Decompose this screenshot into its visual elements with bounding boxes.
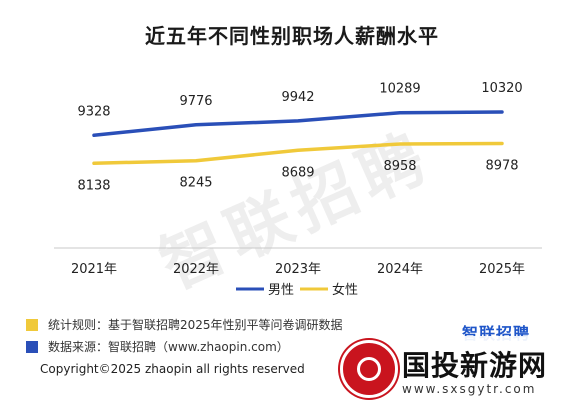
- chart-title: 近五年不同性别职场人薪酬水平: [145, 24, 439, 48]
- site-logo-icon: [340, 340, 398, 398]
- note-yellow-square: [26, 318, 38, 331]
- series-layer: [92, 110, 504, 166]
- series-line-female: [92, 141, 504, 166]
- legend-label: 男性: [268, 283, 294, 298]
- note-data-source: 数据来源： 智联招聘（www.zhaopin.com）: [26, 338, 289, 355]
- x-tick-label: 2023年: [275, 262, 321, 277]
- data-label: 8978: [485, 159, 518, 174]
- data-label: 8958: [383, 159, 416, 174]
- note-blue-square: [26, 340, 38, 353]
- label-layer: 9328 9776 9942 10289 10320 8138 8245 8689 8958 89…: [77, 81, 522, 193]
- data-label: 8245: [179, 176, 212, 191]
- copyright: Copyright©2025 zhaopin all rights reserv…: [40, 362, 305, 376]
- note-text: 智联招聘（www.zhaopin.com）: [108, 340, 289, 354]
- data-label: 8138: [77, 178, 110, 193]
- data-label: 8689: [281, 165, 314, 180]
- note-label: 数据来源：: [48, 340, 109, 354]
- legend: 男性 女性: [236, 282, 358, 298]
- note-text: 基于智联招聘2025年性别平等问卷调研数据: [108, 318, 343, 332]
- data-label: 9776: [179, 94, 212, 109]
- data-label: 9328: [77, 104, 110, 119]
- site-name[interactable]: 国投新游网: [402, 349, 548, 382]
- x-tick-label: 2024年: [377, 262, 423, 277]
- x-tick-label: 2021年: [71, 262, 117, 277]
- legend-label: 女性: [332, 282, 358, 298]
- series-line-male: [92, 110, 504, 138]
- note-label: 统计规则：: [48, 318, 109, 332]
- x-tick-label: 2022年: [173, 262, 219, 277]
- data-label: 10320: [481, 81, 522, 96]
- x-tick-label: 2025年: [479, 262, 525, 277]
- site-url[interactable]: www.sxsgytr.com: [402, 382, 537, 396]
- site-banner[interactable]: 国投新游网 www.sxsgytr.com: [332, 336, 584, 404]
- data-label: 9942: [281, 90, 314, 105]
- data-label: 10289: [379, 82, 420, 97]
- note-stat-rule: 统计规则： 基于智联招聘2025年性别平等问卷调研数据: [26, 316, 343, 333]
- axis-layer: 2021年 2022年 2023年 2024年 2025年: [54, 247, 542, 277]
